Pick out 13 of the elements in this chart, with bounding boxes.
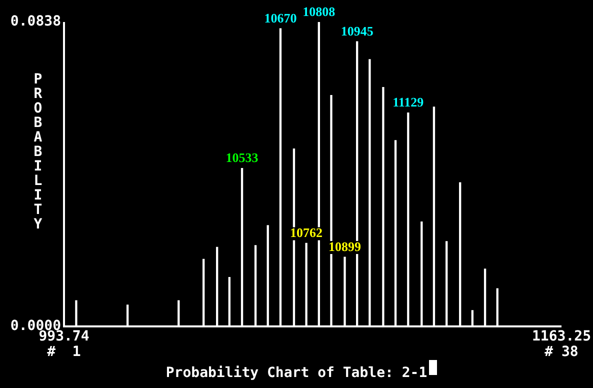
text: # 1 [47,344,81,360]
text: PROBABILITY [34,72,42,233]
annotation: 10762 [290,225,323,240]
annotation: 10533 [226,150,259,166]
annotation: 10670 [264,10,297,26]
text: # 38 [544,344,578,360]
annotation: 10899 [328,238,362,254]
x-tick-label: 1163.25 [532,328,592,344]
annotation: 10808 [302,4,336,19]
annotation: 11129 [392,94,424,110]
y-tick-label: 0.0838 [10,14,61,30]
annotation: 10945 [340,23,374,38]
text: Probability Chart of Table: 2-1 [166,365,428,382]
